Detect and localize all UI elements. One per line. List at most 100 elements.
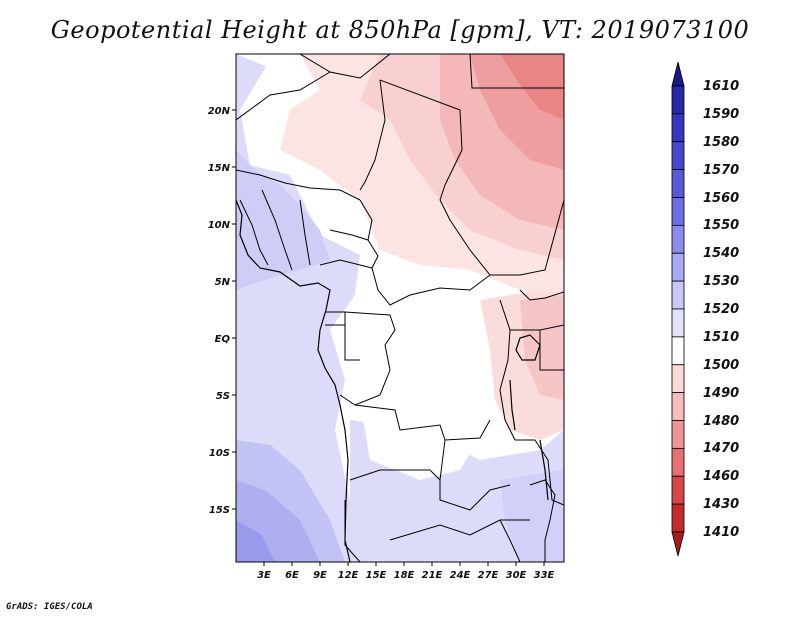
- x-tick-label: 3E: [257, 570, 271, 581]
- border-line: [529, 479, 556, 562]
- border-line: [371, 267, 491, 306]
- colorbar-segment: [671, 252, 685, 282]
- border-line: [439, 439, 511, 511]
- y-tick-labels: 20N 15N 10N 5N EQ 5S 10S 15S: [208, 106, 231, 516]
- border-line: [329, 229, 369, 241]
- colorbar-level-label: 1530: [703, 274, 740, 290]
- colorbar-segment: [671, 280, 685, 310]
- border-line: [499, 299, 516, 441]
- border-line: [354, 404, 491, 441]
- height-field: [236, 54, 564, 562]
- border-line: [515, 439, 564, 506]
- y-tick-label: 5N: [215, 277, 231, 288]
- colorbar-level-label: 1550: [703, 218, 740, 234]
- colorbar-segment: [671, 85, 685, 115]
- border-line: [379, 79, 463, 201]
- border-line: [261, 189, 293, 271]
- border-line: [359, 79, 386, 191]
- colorbar-level-label: 1540: [703, 246, 740, 262]
- y-tick-label: 10S: [209, 448, 230, 459]
- border-line: [344, 311, 396, 371]
- colorbar-level-label: 1570: [703, 162, 740, 178]
- colorbar-segment: [671, 503, 685, 533]
- y-tick-label: 10N: [208, 220, 231, 231]
- software-credit: GrADS: IGES/COLA: [6, 602, 93, 612]
- colorbar-segment: [671, 169, 685, 198]
- colorbar-segment: [671, 224, 685, 254]
- colorbar-level-label: 1610: [703, 79, 740, 94]
- border-line: [299, 199, 311, 266]
- lake-malawi: [539, 439, 549, 501]
- colorbar-segment: [671, 336, 685, 366]
- border-line: [344, 500, 361, 562]
- colorbar-level-label: 1560: [703, 190, 740, 206]
- lake-tanganyika: [509, 379, 516, 431]
- y-tick-label: 15N: [208, 163, 231, 174]
- colorbar-top-triangle: [671, 61, 685, 87]
- border-line: [519, 289, 564, 301]
- x-tick-label: 15E: [366, 570, 387, 581]
- colorbar-segment: [671, 475, 685, 505]
- border-line: [236, 169, 361, 201]
- x-tick-label: 21E: [422, 570, 443, 581]
- map-frame: [235, 53, 565, 563]
- colorbar-segment: [671, 364, 685, 394]
- y-tick-label: 15S: [209, 505, 230, 516]
- colorbar-level-label: 1480: [703, 413, 740, 429]
- colorbar-level-label: 1580: [703, 134, 740, 150]
- colorbar-segment: [671, 392, 685, 421]
- coastline: [236, 199, 549, 562]
- country-borders: [236, 54, 564, 562]
- border-line: [339, 369, 391, 406]
- border-line: [344, 325, 360, 361]
- border-line: [539, 330, 564, 371]
- coast-west-africa: [236, 199, 351, 562]
- border-line: [469, 54, 564, 89]
- axis-ticks: [232, 109, 545, 566]
- colorbar-level-label: 1470: [703, 441, 740, 457]
- x-tick-label: 30E: [506, 570, 527, 581]
- y-tick-label: EQ: [215, 334, 231, 345]
- field-region-northeast-peak: [500, 54, 564, 120]
- border-line: [236, 71, 331, 121]
- colorbar-level-label: 1460: [703, 469, 740, 485]
- border-line: [499, 519, 521, 562]
- border-line: [319, 259, 373, 269]
- colorbar-level-label: 1520: [703, 302, 740, 317]
- border-line: [239, 199, 269, 266]
- x-tick-label: 9E: [313, 570, 327, 581]
- x-tick-label: 6E: [285, 570, 299, 581]
- x-tick-labels: 3E 6E 9E 12E 15E 18E 21E 24E 27E 30E 33E: [257, 570, 554, 581]
- border-line: [439, 199, 564, 276]
- colorbar-level-label: 1490: [703, 385, 740, 401]
- map-title: Geopotential Height at 850hPa [gpm], VT:…: [50, 16, 750, 44]
- x-tick-label: 18E: [394, 570, 415, 581]
- field-region-east-africa-mid: [520, 295, 564, 400]
- border-line: [236, 54, 391, 79]
- y-tick-label: 5S: [216, 391, 230, 402]
- field-region-southwest-corner: [236, 520, 275, 562]
- colorbar-segment: [671, 420, 685, 449]
- border-line: [349, 469, 441, 481]
- field-region-guinea: [236, 150, 330, 290]
- x-tick-label: 12E: [338, 570, 359, 581]
- colorbar-level-label: 1410: [703, 525, 740, 540]
- colorbar-segment: [671, 447, 685, 477]
- colorbar: [671, 61, 685, 557]
- colorbar-segment: [671, 113, 685, 143]
- colorbar-bottom-triangle: [671, 531, 685, 557]
- x-tick-label: 33E: [534, 570, 555, 581]
- colorbar-segment: [671, 308, 685, 338]
- colorbar-level-label: 1510: [703, 329, 740, 345]
- colorbar-segment: [671, 141, 685, 171]
- lake-victoria: [515, 334, 541, 361]
- colorbar-level-label: 1590: [703, 106, 740, 122]
- colorbar-level-label: 1430: [703, 497, 740, 513]
- colorbar-level-label: 1500: [703, 357, 740, 373]
- border-line: [325, 311, 346, 326]
- colorbar-segment: [671, 197, 685, 226]
- x-tick-label: 24E: [450, 570, 471, 581]
- y-tick-label: 20N: [208, 106, 231, 117]
- field-region-southeast: [500, 470, 564, 562]
